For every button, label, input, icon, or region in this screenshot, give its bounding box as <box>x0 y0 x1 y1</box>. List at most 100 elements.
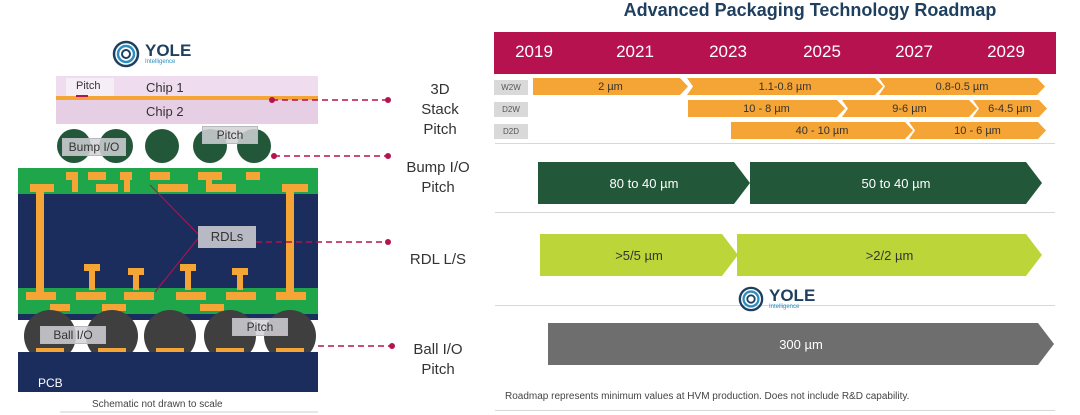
package-schematic <box>18 76 395 413</box>
pitch-top-label: Pitch <box>76 80 101 92</box>
connector-stack-dot-a <box>269 97 275 103</box>
year-2025: 2025 <box>803 42 841 61</box>
yole-logo-name: YOLE <box>145 40 192 60</box>
arrow-bump-2-label: 50 to 40 µm <box>861 175 931 191</box>
arrow-w2w-3: 0.8-0.5 µm <box>879 78 1045 95</box>
pcb-label: PCB <box>38 376 63 390</box>
connector-ball-dot <box>389 343 395 349</box>
trace-u10 <box>210 184 236 192</box>
arrow-ball-1-shape <box>548 323 1054 365</box>
rdl-pointer-1 <box>149 184 201 237</box>
arrow-d2d-1: 40 - 10 µm <box>731 122 913 139</box>
via-l3 <box>185 270 191 290</box>
arrow-d2d-1-label: 40 - 10 µm <box>795 124 849 137</box>
separator-2 <box>495 212 1055 213</box>
connector-bump-dot-a <box>271 153 277 159</box>
yole-logo-icon <box>112 40 140 68</box>
arrow-w2w-1-shape <box>533 78 688 95</box>
bump-io-callout: Bump I/O <box>62 138 126 156</box>
year-2023: 2023 <box>709 42 747 61</box>
row-label-3d-line3: Pitch <box>423 121 457 138</box>
via-left <box>36 192 44 292</box>
arrow-d2w-3-shape <box>973 100 1047 117</box>
tag-d2w: D2W <box>494 102 528 117</box>
trace-l10 <box>276 292 306 300</box>
arrow-w2w-2-label: 1.1-0.8 µm <box>758 80 812 93</box>
trace-u1 <box>66 172 78 180</box>
arrow-rdl-1-shape <box>540 234 738 276</box>
year-2021: 2021 <box>616 42 654 61</box>
arrow-d2w-2-shape <box>842 100 977 117</box>
yole-logo-center-sub: Intelligence <box>769 303 800 310</box>
yole-logo-center-icon <box>738 286 764 312</box>
via-l2 <box>133 274 139 290</box>
arrow-rdl-1-label: >5/5 µm <box>615 247 663 263</box>
arrow-d2d-1-shape <box>731 122 913 139</box>
connector-rdl-dot <box>385 239 391 245</box>
trace-u9 <box>158 184 188 192</box>
trace-l9 <box>226 292 256 300</box>
trace-u8 <box>96 184 118 192</box>
via-u1 <box>72 180 78 192</box>
tag-d2d: D2D <box>494 124 528 139</box>
arrow-rdl-2-label: >2/2 µm <box>865 247 914 263</box>
arrow-d2w-2: 9-6 µm <box>842 100 977 117</box>
trace-l6 <box>76 292 106 300</box>
arrow-ball-1-label: 300 µm <box>779 336 823 352</box>
arrow-rdl-2-shape <box>737 234 1042 276</box>
row-label-ball-line2: Pitch <box>421 361 455 378</box>
row-label-rdl: RDL L/S <box>388 250 488 270</box>
arrow-d2w-1: 10 - 8 µm <box>688 100 845 117</box>
rdls-callout: RDLs <box>198 226 256 248</box>
ball-pad-5 <box>276 348 304 354</box>
chip2-label: Chip 2 <box>146 104 184 119</box>
arrow-rdl-1: >5/5 µm <box>540 234 738 276</box>
yole-logo-center: YOLE Intelligence <box>738 286 815 312</box>
yole-logo-center-name: YOLE <box>769 285 816 305</box>
arrow-bump-2: 50 to 40 µm <box>750 162 1042 204</box>
via-u2 <box>124 180 130 192</box>
trace-l13 <box>200 304 224 311</box>
ball-pad-2 <box>98 348 126 354</box>
trace-l1 <box>84 264 100 271</box>
trace-l12 <box>102 304 126 311</box>
row-label-ball: Ball I/O Pitch <box>388 340 488 380</box>
yole-logo-sub: Intelligence <box>145 58 176 65</box>
connector-bump-dot-b <box>385 153 391 159</box>
ball-pad-3 <box>156 348 184 354</box>
arrow-rdl-2: >2/2 µm <box>737 234 1042 276</box>
arrow-bump-1-shape <box>538 162 750 204</box>
separator-4 <box>495 410 1055 411</box>
arrow-w2w-1: 2 µm <box>533 78 688 95</box>
chip2-shape <box>56 100 318 124</box>
trace-l2 <box>128 268 144 275</box>
trace-l4 <box>232 268 248 275</box>
trace-l11 <box>50 304 70 311</box>
pitch-ball-callout: Pitch <box>232 318 288 336</box>
arrow-d2d-2-label: 10 - 6 µm <box>954 124 1001 137</box>
rdl-pointer-2 <box>154 235 201 293</box>
trace-l8 <box>176 292 206 300</box>
trace-u2 <box>88 172 106 180</box>
trace-l7 <box>124 292 154 300</box>
arrow-d2w-2-label: 9-6 µm <box>892 102 927 115</box>
connector-stack-dot-b <box>385 97 391 103</box>
hybrid-bond-layer <box>56 96 318 100</box>
arrow-bump-2-shape <box>750 162 1042 204</box>
trace-u7 <box>30 184 54 192</box>
trace-l3 <box>180 264 196 271</box>
row-label-3d-stack: 3D Stack Pitch <box>395 80 485 140</box>
arrow-w2w-2: 1.1-0.8 µm <box>687 78 883 95</box>
year-2029: 2029 <box>987 42 1025 61</box>
arrow-w2w-3-label: 0.8-0.5 µm <box>935 80 989 93</box>
trace-l5 <box>26 292 56 300</box>
arrow-bump-1: 80 to 40 µm <box>538 162 750 204</box>
arrow-bump-1-label: 80 to 40 µm <box>609 175 679 191</box>
via-l1 <box>89 270 95 290</box>
year-2019: 2019 <box>515 42 553 61</box>
via-u3 <box>206 180 212 192</box>
pcb-shape <box>18 352 318 392</box>
arrow-w2w-1-label: 2 µm <box>598 80 623 93</box>
year-2027: 2027 <box>895 42 933 61</box>
separator-1 <box>495 143 1055 144</box>
